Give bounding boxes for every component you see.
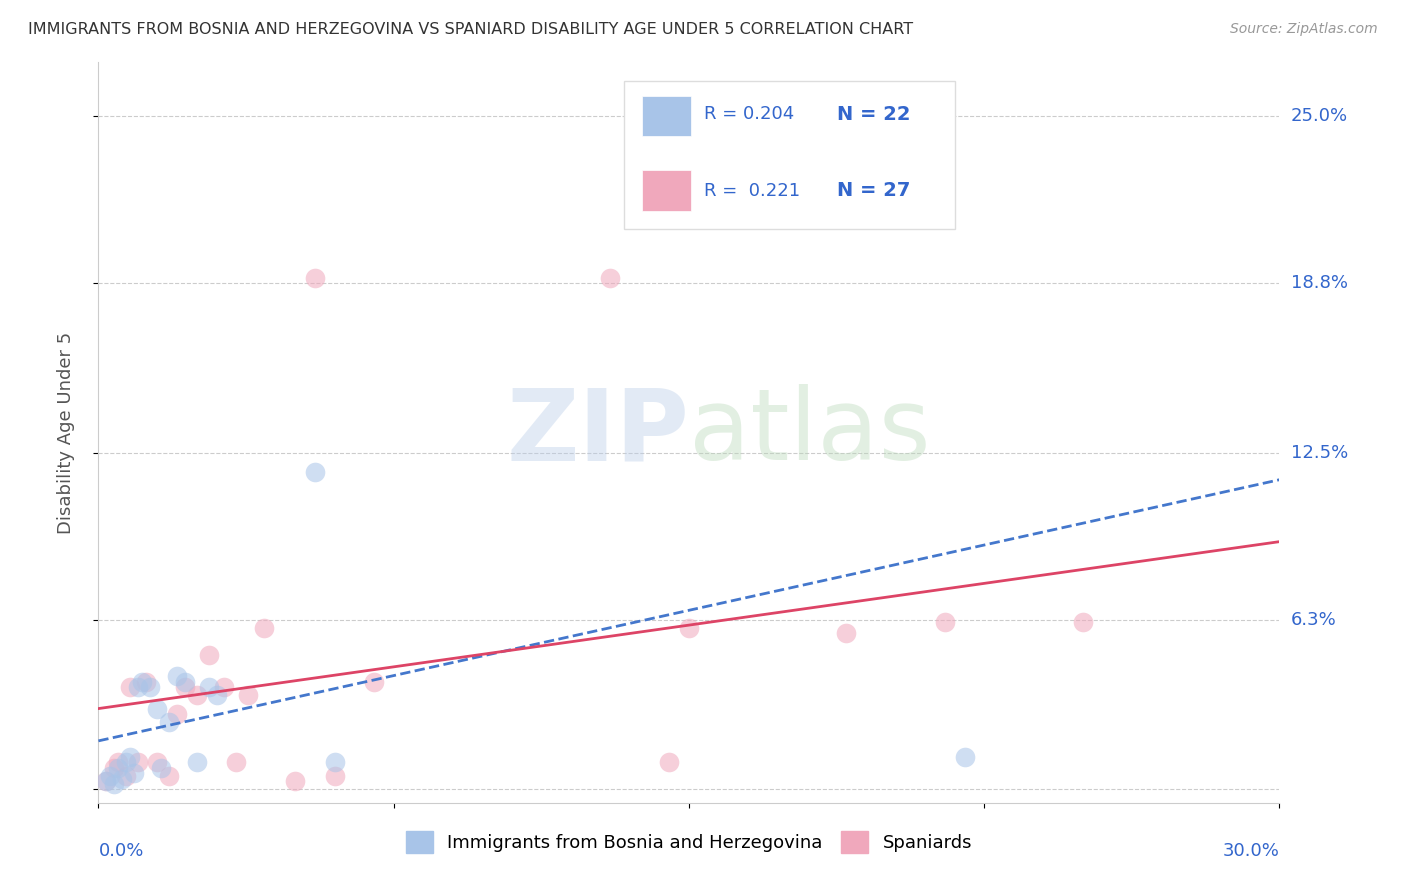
Point [157,769,180,783]
Point [599,270,621,285]
Text: N = 22: N = 22 [837,104,910,124]
FancyBboxPatch shape [641,95,692,136]
Point [107,756,129,770]
Point [323,769,346,783]
Point [98,769,121,783]
Text: 6.3%: 6.3% [1291,611,1336,629]
Point [253,621,276,635]
Text: 0.0%: 0.0% [98,842,143,860]
Point [835,626,858,640]
Text: atlas: atlas [689,384,931,481]
Point [107,761,129,775]
Text: IMMIGRANTS FROM BOSNIA AND HERZEGOVINA VS SPANIARD DISABILITY AGE UNDER 5 CORREL: IMMIGRANTS FROM BOSNIA AND HERZEGOVINA V… [28,22,914,37]
Point [658,756,681,770]
Text: 18.8%: 18.8% [1291,274,1347,293]
Text: N = 27: N = 27 [837,181,910,200]
Point [174,680,197,694]
Text: 30.0%: 30.0% [1223,842,1279,860]
Text: 12.5%: 12.5% [1291,444,1348,462]
FancyBboxPatch shape [624,81,955,229]
Point [146,756,169,770]
Point [115,769,138,783]
Point [118,680,141,694]
Point [122,766,145,780]
FancyBboxPatch shape [641,169,692,211]
Point [236,688,259,702]
Point [934,615,956,630]
Point [284,774,307,789]
Point [186,688,208,702]
Point [214,680,236,694]
Point [363,674,385,689]
Point [131,674,153,689]
Text: ZIP: ZIP [506,384,689,481]
Point [96,774,118,789]
Text: R = 0.204: R = 0.204 [704,105,794,123]
Point [225,756,247,770]
Point [127,680,149,694]
Point [146,701,169,715]
Point [197,680,219,694]
Point [150,761,173,775]
Point [118,750,141,764]
Point [205,688,228,702]
Point [103,777,125,791]
Legend: Immigrants from Bosnia and Herzegovina, Spaniards: Immigrants from Bosnia and Herzegovina, … [399,824,979,861]
Point [115,756,138,770]
Text: Source: ZipAtlas.com: Source: ZipAtlas.com [1230,22,1378,37]
Point [1071,615,1094,630]
Point [323,756,346,770]
Point [96,774,118,789]
Point [103,761,125,775]
Point [111,772,134,786]
Point [166,706,188,721]
Point [678,621,700,635]
Point [157,714,180,729]
Text: R =  0.221: R = 0.221 [704,182,800,200]
Point [174,674,197,689]
Point [127,756,149,770]
Point [138,680,160,694]
Point [304,270,326,285]
Y-axis label: Disability Age Under 5: Disability Age Under 5 [56,332,75,533]
Point [197,648,219,662]
Point [135,674,157,689]
Point [304,465,326,479]
Point [186,756,208,770]
Point [166,669,188,683]
Text: 25.0%: 25.0% [1291,107,1348,125]
Point [953,750,976,764]
